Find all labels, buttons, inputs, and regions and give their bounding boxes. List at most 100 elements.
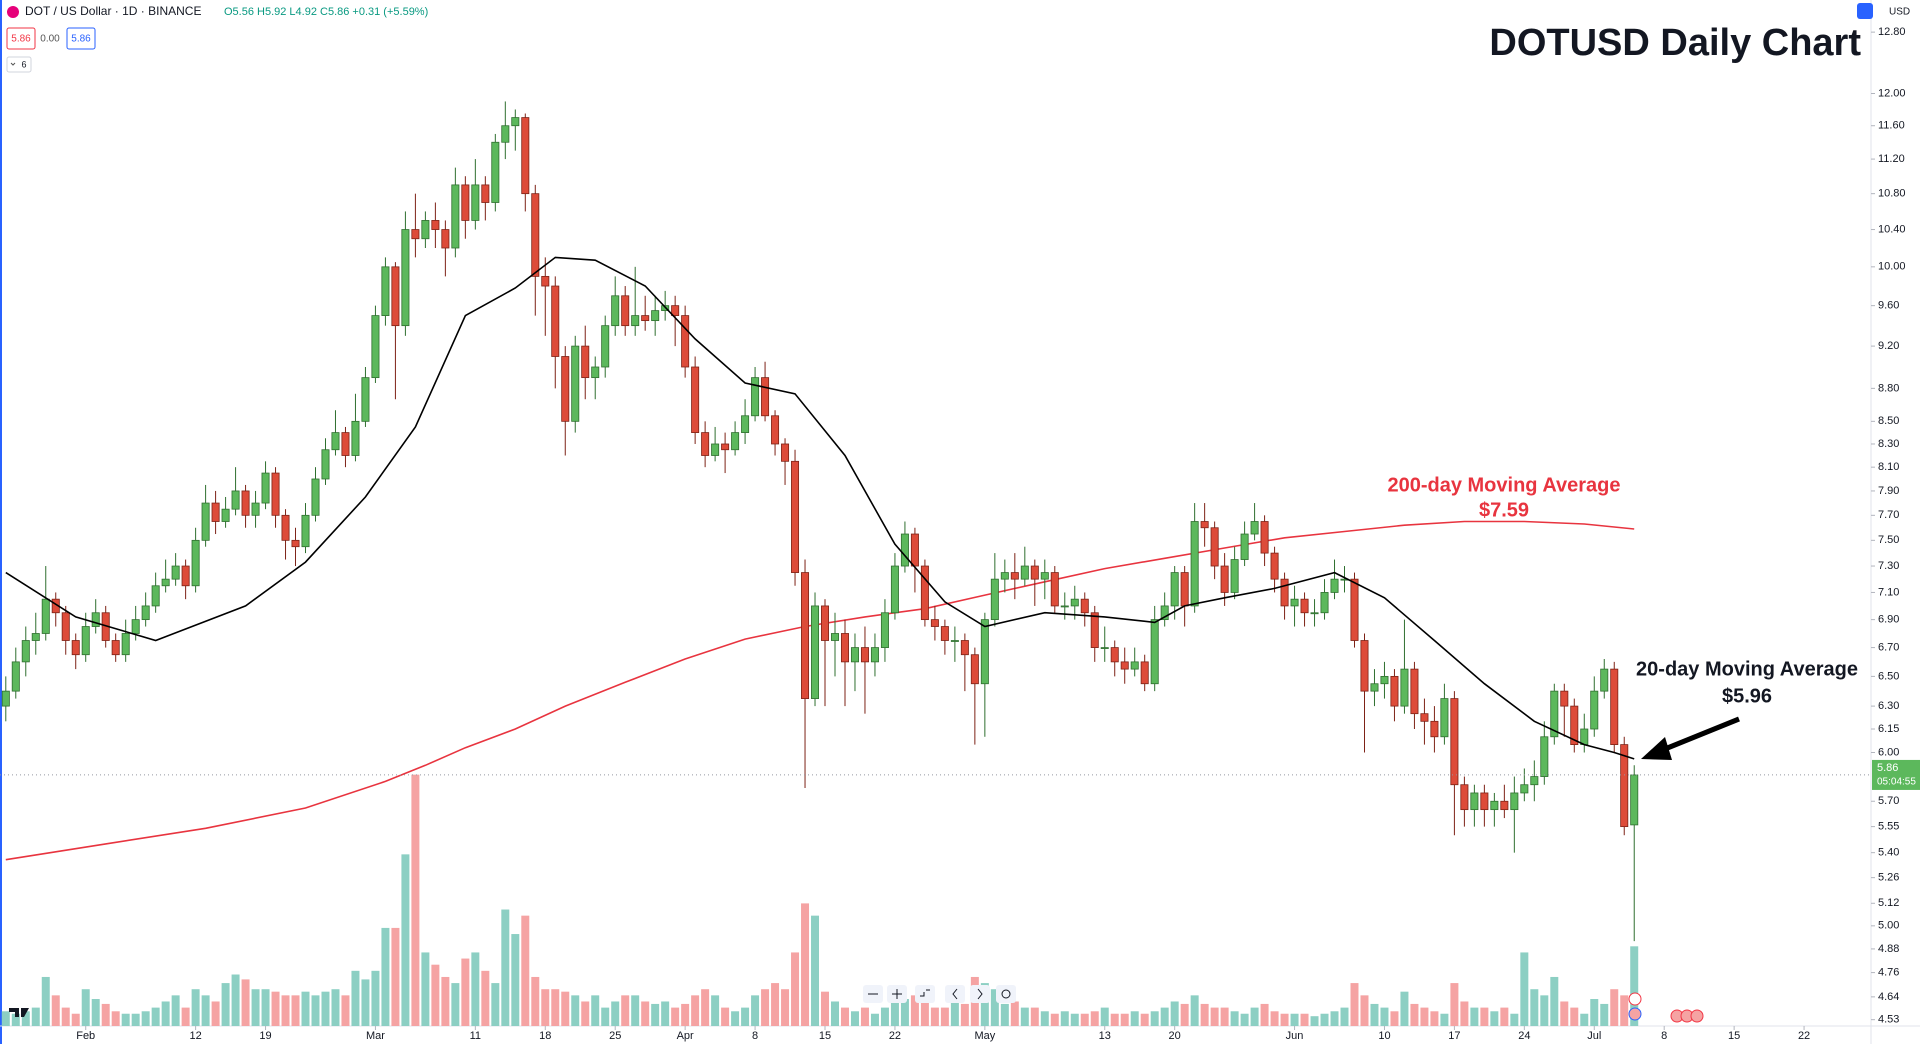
x-tick-label: 18: [539, 1030, 551, 1042]
volume-bar: [1130, 1011, 1139, 1026]
y-tick-label: 5.70: [1878, 795, 1899, 807]
candle-body: [1140, 661, 1149, 685]
candle-body: [361, 377, 370, 422]
candle-body: [1620, 744, 1629, 828]
candle-body: [531, 193, 540, 277]
candle-body: [1130, 661, 1139, 670]
ma20-line: [5, 256, 1635, 760]
scroll-left[interactable]: [945, 985, 965, 1003]
volume-bar: [411, 774, 420, 1026]
event-icon[interactable]: [1628, 1007, 1642, 1021]
volume-bar: [181, 1007, 190, 1026]
reset-scale[interactable]: [915, 985, 935, 1003]
x-tick-label: 15: [819, 1030, 831, 1042]
candle-body: [1490, 800, 1499, 811]
volume-bar: [1020, 1007, 1029, 1026]
volume-bar: [681, 1003, 690, 1026]
x-tick-label: May: [974, 1030, 995, 1042]
volume-bar: [1550, 976, 1559, 1026]
volume-bar: [481, 970, 490, 1026]
reset[interactable]: [996, 985, 1016, 1003]
indicator-toggle[interactable]: [6, 56, 32, 73]
candle-body: [41, 598, 50, 634]
candle-body: [1010, 572, 1019, 580]
candle-body: [1460, 784, 1469, 811]
volume-bar: [761, 989, 770, 1026]
candle-body: [21, 640, 30, 663]
event-icon[interactable]: [1628, 992, 1642, 1006]
volume-bar: [771, 983, 780, 1026]
symbol: DOT / US Dollar · 1D · BINANCE: [25, 4, 201, 18]
candle-body: [940, 626, 949, 641]
volume-bar: [1360, 995, 1369, 1026]
candle-body: [241, 490, 250, 516]
volume-bar: [960, 1003, 969, 1026]
y-tick-label: 5.26: [1878, 872, 1899, 884]
volume-bar: [741, 1007, 750, 1026]
scroll-right[interactable]: [970, 985, 990, 1003]
volume-bar: [311, 995, 320, 1026]
candle-body: [990, 578, 999, 621]
candle-body: [121, 633, 130, 656]
candle-body: [681, 315, 690, 368]
candle-body: [141, 605, 150, 621]
x-tick-label: Apr: [677, 1030, 694, 1042]
candle-body: [1290, 598, 1299, 607]
y-tick-label: 10.40: [1878, 223, 1906, 235]
candle-body: [801, 572, 810, 699]
volume-bar: [1450, 983, 1459, 1026]
candle-body: [251, 502, 260, 516]
candle-body: [1060, 605, 1069, 608]
candle-body: [1100, 647, 1109, 649]
volume-bar: [51, 995, 60, 1026]
volume-bar: [141, 1011, 150, 1026]
candle-body: [431, 220, 440, 230]
candle-body: [701, 432, 710, 456]
candle-body: [31, 633, 40, 641]
volume-bar: [930, 1007, 939, 1026]
volume-bar: [1400, 991, 1409, 1026]
icon: [920, 989, 930, 997]
candle-body: [1360, 640, 1369, 692]
candle-body: [910, 533, 919, 567]
ma20-value: $5.96: [1722, 685, 1772, 707]
x-tick-label: 25: [609, 1030, 621, 1042]
icon: [977, 988, 983, 1000]
volume-bar: [1060, 1011, 1069, 1026]
icon: [1001, 989, 1011, 999]
candle-body: [791, 460, 800, 573]
volume-bar: [281, 995, 290, 1026]
x-tick-label: Jun: [1286, 1030, 1304, 1042]
volume-bar: [201, 995, 210, 1026]
x-tick-label: 15: [1728, 1030, 1740, 1042]
candle-body: [1310, 612, 1319, 615]
candle-body: [980, 619, 989, 685]
settings-icon[interactable]: [1857, 3, 1873, 19]
volume-bar: [1310, 1016, 1319, 1026]
volume-bar: [1100, 1007, 1109, 1026]
buy-box[interactable]: [66, 27, 96, 50]
volume-bar: [1590, 999, 1599, 1026]
candle-body: [1530, 776, 1539, 786]
event-icon[interactable]: [1690, 1009, 1704, 1023]
candle-body: [900, 533, 909, 567]
icon: [952, 988, 958, 1000]
volume-bar: [361, 979, 370, 1026]
volume-bar: [541, 989, 550, 1026]
arrow-head: [1641, 737, 1672, 760]
volume-bar: [1490, 1011, 1499, 1026]
candle-body: [1520, 784, 1529, 794]
volume-bar: [1220, 1007, 1229, 1026]
ask[interactable]: 5.86: [71, 34, 91, 45]
volume-bar: [1390, 1011, 1399, 1026]
volume-bar: [1460, 1001, 1469, 1026]
marks: 12.80 12.00 11.60 11.20 10.80 10.40 10.00 9.60 9…: [0, 26, 1920, 1042]
volume-bar: [1520, 952, 1529, 1026]
candle-body: [1430, 720, 1439, 738]
bid[interactable]: 5.86: [11, 34, 31, 45]
candle-body: [381, 266, 390, 316]
volume-bar: [751, 995, 760, 1026]
sell-box[interactable]: [6, 27, 36, 50]
volume-bar: [721, 1007, 730, 1026]
